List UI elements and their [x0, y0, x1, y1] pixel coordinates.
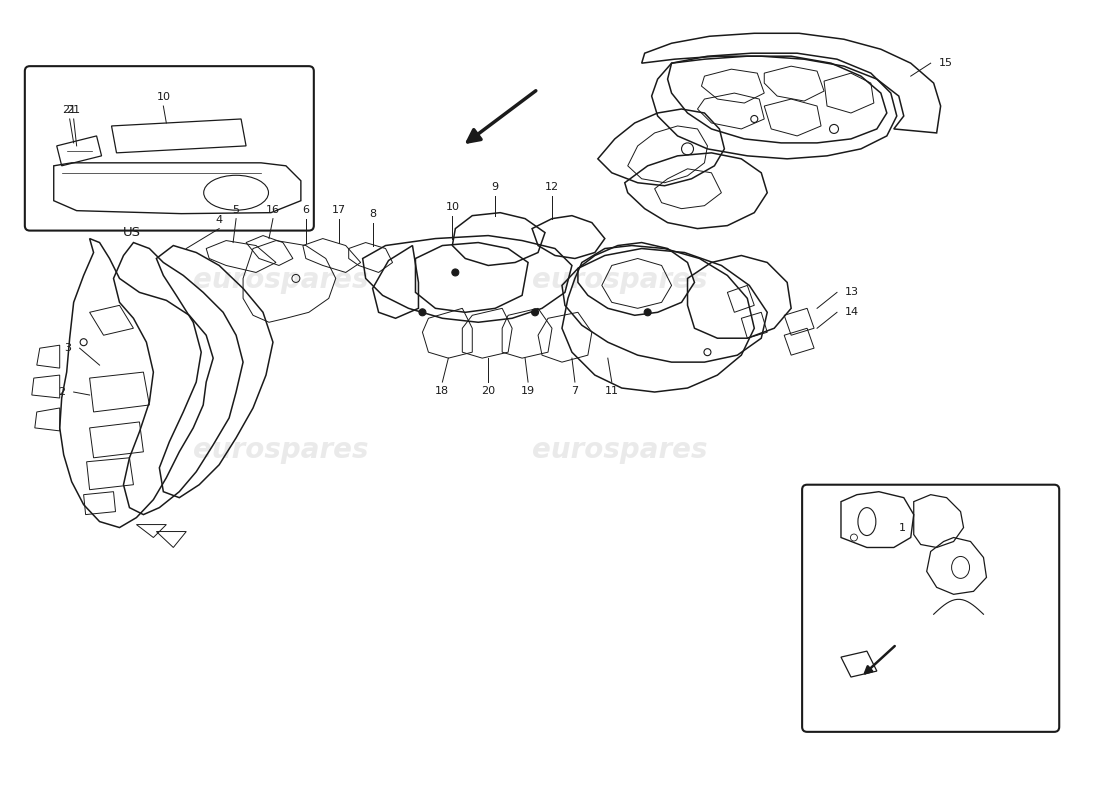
Ellipse shape	[645, 309, 651, 316]
Text: 10: 10	[156, 92, 170, 102]
Text: 8: 8	[370, 209, 376, 218]
FancyBboxPatch shape	[25, 66, 313, 230]
Text: 2: 2	[58, 387, 66, 397]
Text: 21: 21	[67, 105, 80, 115]
Text: 12: 12	[544, 182, 559, 192]
Text: 6: 6	[302, 205, 309, 214]
Ellipse shape	[452, 269, 459, 276]
Text: 21: 21	[63, 105, 77, 115]
Text: 7: 7	[571, 386, 579, 396]
FancyBboxPatch shape	[802, 485, 1059, 732]
Text: 17: 17	[332, 205, 345, 214]
Ellipse shape	[419, 309, 426, 316]
Text: 20: 20	[481, 386, 495, 396]
Text: 14: 14	[845, 307, 859, 318]
Text: 10: 10	[446, 202, 460, 212]
Text: 13: 13	[845, 287, 859, 298]
Text: 15: 15	[938, 58, 953, 68]
Text: eurospares: eurospares	[532, 436, 707, 464]
Ellipse shape	[531, 309, 539, 316]
Text: 3: 3	[65, 343, 72, 353]
Text: 18: 18	[436, 386, 450, 396]
Text: 19: 19	[521, 386, 535, 396]
Text: US: US	[122, 226, 141, 238]
Text: 11: 11	[605, 386, 619, 396]
Text: 4: 4	[216, 214, 222, 225]
Text: 1: 1	[899, 522, 905, 533]
Text: 16: 16	[266, 205, 280, 214]
Text: eurospares: eurospares	[532, 266, 707, 294]
Text: 9: 9	[492, 182, 498, 192]
Text: eurospares: eurospares	[194, 436, 368, 464]
Text: 5: 5	[232, 205, 240, 214]
Text: eurospares: eurospares	[194, 266, 368, 294]
